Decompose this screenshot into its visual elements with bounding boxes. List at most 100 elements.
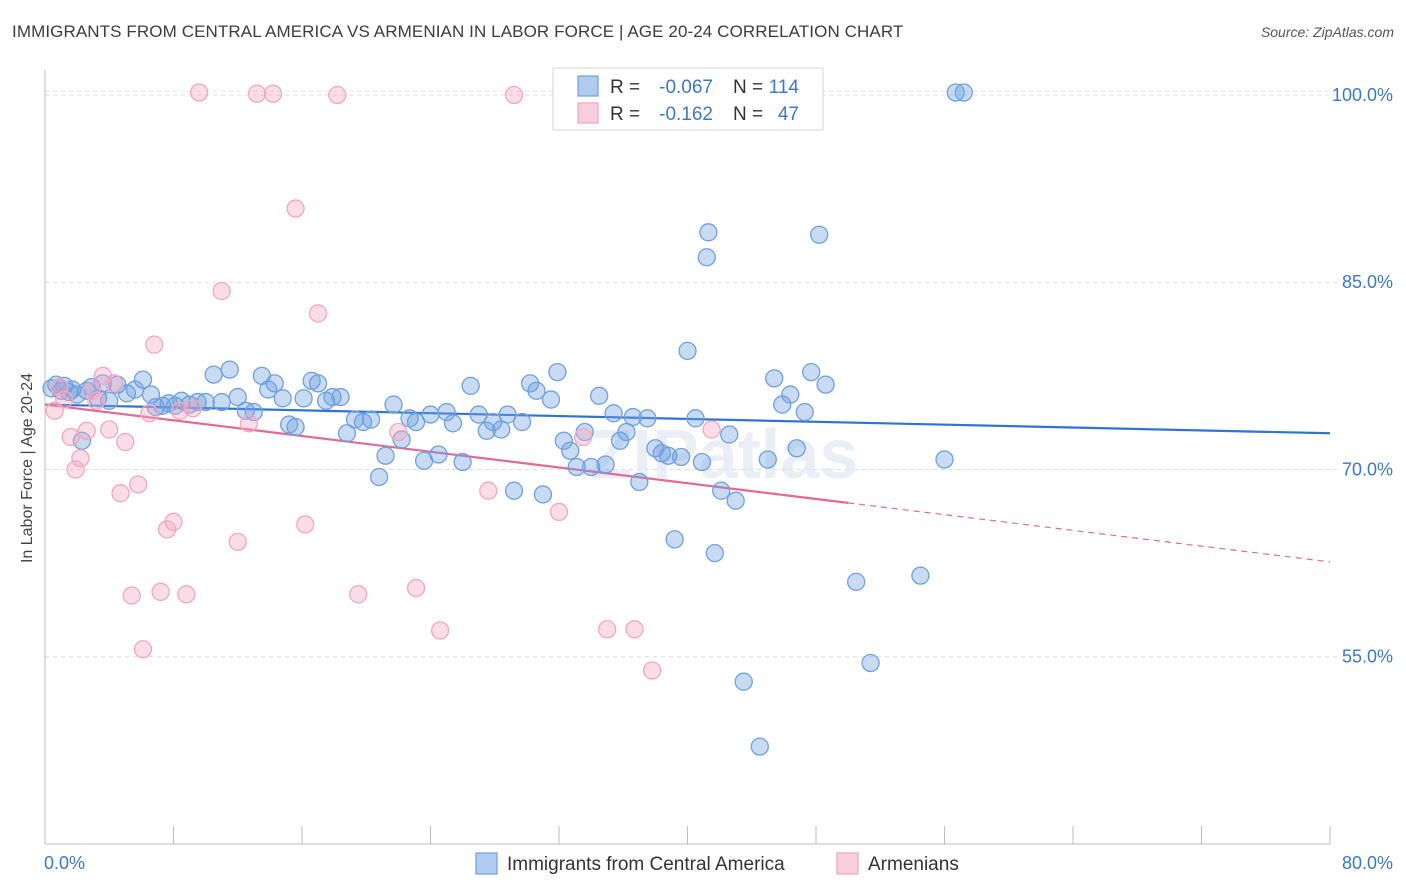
point-armenians bbox=[389, 422, 408, 442]
point-armenians bbox=[263, 84, 283, 103]
point-armenians bbox=[77, 421, 96, 440]
point-central-america bbox=[212, 392, 231, 412]
point-central-america bbox=[220, 360, 239, 379]
point-central-america bbox=[443, 414, 463, 433]
point-central-america bbox=[671, 447, 691, 467]
point-central-america bbox=[100, 391, 119, 410]
point-central-america bbox=[781, 385, 800, 404]
point-central-america bbox=[228, 387, 247, 407]
point-central-america bbox=[308, 374, 328, 393]
point-central-america bbox=[861, 653, 880, 673]
point-central-america bbox=[581, 457, 601, 477]
point-central-america bbox=[437, 402, 456, 422]
legend-r-label: R = bbox=[610, 77, 640, 98]
point-central-america bbox=[734, 672, 753, 691]
point-central-america bbox=[561, 441, 580, 460]
trend-line-armenians-extrapolated bbox=[848, 502, 1331, 563]
point-central-america bbox=[376, 446, 395, 465]
point-central-america bbox=[935, 450, 954, 469]
point-armenians bbox=[151, 582, 170, 601]
point-central-america bbox=[541, 390, 561, 409]
point-central-america bbox=[954, 83, 973, 102]
x-tick-label-max: 80.0% bbox=[1342, 853, 1393, 873]
axes bbox=[44, 70, 1331, 845]
bottom-legend: Immigrants from Central America Armenians bbox=[475, 852, 959, 875]
y-tick-label: 100.0% bbox=[1332, 85, 1393, 105]
point-central-america bbox=[331, 387, 350, 407]
point-armenians bbox=[100, 420, 119, 439]
point-central-america bbox=[623, 407, 643, 427]
point-central-america bbox=[697, 248, 716, 267]
point-central-america bbox=[758, 450, 777, 469]
point-central-america bbox=[692, 452, 712, 472]
point-central-america bbox=[294, 389, 313, 408]
point-central-america bbox=[204, 365, 223, 384]
bottom-legend-label: Immigrants from Central America bbox=[507, 854, 785, 875]
point-armenians bbox=[133, 640, 153, 659]
point-armenians bbox=[296, 515, 315, 534]
point-armenians bbox=[328, 85, 347, 105]
point-armenians bbox=[479, 481, 498, 500]
point-central-america bbox=[630, 472, 649, 492]
point-armenians bbox=[702, 420, 721, 439]
point-central-america bbox=[369, 467, 389, 487]
point-armenians bbox=[504, 85, 524, 105]
point-central-america bbox=[244, 402, 263, 422]
point-armenians bbox=[239, 414, 259, 433]
point-central-america bbox=[520, 374, 540, 393]
point-central-america bbox=[787, 439, 806, 458]
point-central-america bbox=[712, 481, 731, 500]
point-central-america bbox=[765, 369, 784, 388]
legend-n-label: N = bbox=[733, 77, 763, 98]
y-tick-label: 70.0% bbox=[1342, 459, 1393, 479]
point-armenians bbox=[157, 520, 177, 539]
point-armenians bbox=[212, 281, 231, 301]
legend-r-value: -0.162 bbox=[659, 104, 713, 125]
point-armenians bbox=[87, 391, 106, 410]
point-armenians bbox=[177, 585, 196, 604]
point-central-america bbox=[548, 362, 567, 382]
point-central-america bbox=[498, 405, 517, 424]
point-armenians bbox=[308, 304, 328, 323]
point-central-america bbox=[604, 404, 623, 423]
point-central-america bbox=[421, 405, 440, 424]
legend: R = -0.067 N = 114 R = -0.162 N = 47 bbox=[552, 67, 824, 131]
point-armenians bbox=[140, 404, 159, 423]
point-central-america bbox=[816, 375, 835, 394]
point-armenians bbox=[55, 390, 74, 409]
point-central-america bbox=[286, 417, 305, 437]
point-central-america bbox=[590, 386, 609, 405]
grid-lines bbox=[45, 90, 1340, 658]
point-armenians bbox=[145, 335, 164, 354]
legend-n-value: 47 bbox=[778, 104, 799, 125]
source-label: Source: ZipAtlas.com bbox=[1260, 24, 1394, 40]
point-central-america bbox=[265, 374, 284, 393]
point-central-america bbox=[337, 424, 357, 443]
point-armenians bbox=[116, 432, 135, 452]
point-central-america bbox=[802, 362, 821, 382]
point-armenians bbox=[164, 512, 183, 532]
point-central-america bbox=[596, 455, 615, 474]
point-central-america bbox=[533, 485, 553, 504]
point-armenians bbox=[66, 460, 85, 479]
point-armenians bbox=[598, 620, 617, 639]
data-points bbox=[42, 82, 973, 756]
point-armenians bbox=[190, 83, 209, 102]
point-central-america bbox=[810, 225, 829, 244]
legend-r-label: R = bbox=[610, 104, 640, 125]
bottom-legend-swatch bbox=[475, 852, 498, 875]
x-tick-label-min: 0.0% bbox=[44, 853, 85, 873]
point-central-america bbox=[527, 381, 546, 400]
chart-title: IMMIGRANTS FROM CENTRAL AMERICA VS ARMEN… bbox=[12, 22, 904, 41]
point-armenians bbox=[122, 586, 141, 605]
point-central-america bbox=[512, 412, 532, 432]
point-central-america bbox=[847, 572, 866, 591]
point-armenians bbox=[573, 427, 593, 447]
y-tick-label: 85.0% bbox=[1342, 272, 1393, 292]
point-central-america bbox=[461, 376, 480, 395]
point-armenians bbox=[183, 399, 202, 418]
point-central-america bbox=[726, 491, 745, 510]
point-armenians bbox=[247, 84, 267, 103]
tick-labels: 55.0% 70.0% 85.0% 100.0% 0.0% 80.0% bbox=[44, 85, 1393, 873]
